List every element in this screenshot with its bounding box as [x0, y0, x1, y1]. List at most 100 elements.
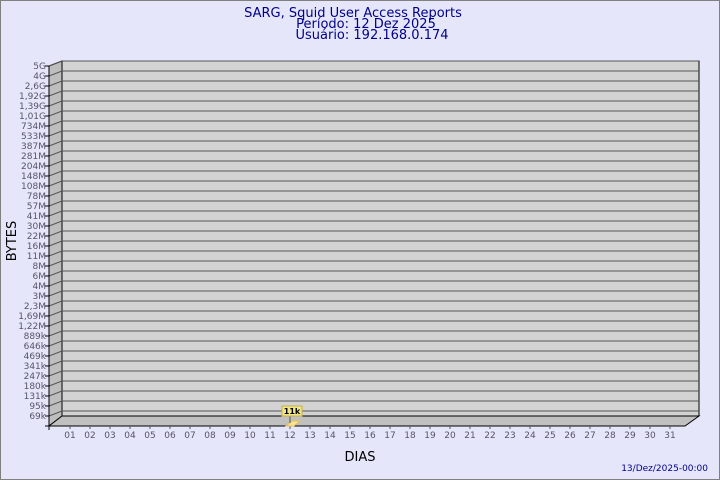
y-tick-label: 533M	[21, 132, 46, 142]
grid-line	[48, 140, 699, 147]
y-tick-label: 204M	[21, 162, 46, 172]
chart-title: SARG, Squid User Access Reports	[244, 6, 462, 21]
y-tick-label: 131k	[24, 392, 47, 402]
y-tick-label: 646k	[24, 342, 47, 352]
x-tick-label: 10	[244, 431, 256, 441]
grid-line	[48, 180, 699, 187]
y-tick-label: 148M	[21, 172, 46, 182]
x-tick-label: 23	[504, 431, 515, 441]
grid-line	[48, 130, 699, 137]
grid-line	[48, 410, 699, 417]
y-tick-label: 5G	[33, 62, 46, 72]
x-tick-label: 28	[604, 431, 616, 441]
grid-line	[48, 350, 699, 357]
x-tick-label: 22	[484, 431, 495, 441]
data-label: 11k	[284, 407, 301, 416]
grid-line	[48, 310, 699, 317]
y-tick-label: 16M	[27, 242, 46, 252]
chart-subtitle-period: Período: 12 Dez 2025	[296, 17, 436, 32]
chart-subtitle-user: Usuário: 192.168.0.174	[295, 28, 448, 43]
x-tick-label: 06	[164, 431, 176, 441]
grid-line	[48, 230, 699, 237]
grid-line	[48, 110, 699, 117]
grid-line	[48, 70, 699, 77]
y-tick-label: 4G	[33, 72, 46, 82]
grid-line	[48, 320, 699, 327]
y-tick-label: 57M	[27, 202, 46, 212]
data-label-box	[281, 405, 303, 417]
y-tick-label: 4M	[33, 282, 47, 292]
x-tick-label: 14	[324, 431, 336, 441]
y-tick-label: 69k	[29, 412, 46, 422]
x-tick-label: 21	[464, 431, 475, 441]
grid-line	[48, 200, 699, 207]
x-tick-label: 02	[84, 431, 95, 441]
x-tick-label: 08	[204, 431, 216, 441]
x-tick-label: 25	[544, 431, 555, 441]
grid-line	[48, 370, 699, 377]
x-tick-label: 17	[384, 431, 395, 441]
x-tick-label: 20	[444, 431, 456, 441]
grid-line	[48, 330, 699, 337]
y-tick-label: 8M	[33, 262, 47, 272]
x-tick-label: 03	[104, 431, 115, 441]
grid-line	[48, 260, 699, 267]
x-tick-label: 18	[404, 431, 416, 441]
x-tick-label: 13	[304, 431, 315, 441]
grid-line	[48, 150, 699, 157]
grid-line	[48, 100, 699, 107]
y-tick-label: 22M	[27, 232, 46, 242]
grid-line	[48, 340, 699, 347]
x-tick-label: 30	[644, 431, 656, 441]
x-tick-label: 27	[584, 431, 595, 441]
grid-line	[48, 360, 699, 367]
y-tick-label: 30M	[27, 222, 46, 232]
y-tick-label: 95k	[29, 402, 46, 412]
y-tick-label: 1,01G	[19, 112, 46, 122]
y-tick-label: 889k	[24, 332, 47, 342]
y-tick-label: 341k	[24, 362, 47, 372]
x-tick-label: 15	[344, 431, 355, 441]
y-tick-label: 11M	[27, 252, 46, 262]
x-tick-label: 04	[124, 431, 136, 441]
y-tick-label: 180k	[24, 382, 47, 392]
x-tick-label: 07	[184, 431, 195, 441]
y-tick-label: 387M	[21, 142, 46, 152]
y-axis-label: BYTES	[5, 221, 20, 262]
grid-line	[48, 60, 699, 67]
x-tick-label: 01	[64, 431, 75, 441]
plot-back-wall	[61, 60, 700, 417]
grid-line	[48, 90, 699, 97]
y-tick-label: 734M	[21, 122, 46, 132]
grid-line	[48, 400, 699, 407]
y-tick-label: 1,22M	[18, 322, 46, 332]
grid-line	[48, 120, 699, 127]
grid-line	[48, 80, 699, 87]
y-tick-label: 247k	[24, 372, 47, 382]
y-tick-label: 3M	[33, 292, 47, 302]
grid-line	[48, 160, 699, 167]
y-tick-label: 2,6G	[25, 82, 46, 92]
grid-line	[48, 210, 699, 217]
x-tick-label: 29	[624, 431, 636, 441]
y-tick-label: 41M	[27, 212, 46, 222]
x-axis-label: DIAS	[345, 450, 376, 465]
y-tick-label: 1,92G	[19, 92, 46, 102]
x-tick-label: 24	[524, 431, 536, 441]
x-tick-label: 05	[144, 431, 155, 441]
grid-line	[48, 390, 699, 397]
y-tick-label: 1,39G	[19, 102, 46, 112]
x-tick-label: 19	[424, 431, 436, 441]
grid-line	[48, 280, 699, 287]
grid-line	[48, 240, 699, 247]
y-tick-label: 1,69M	[18, 312, 46, 322]
y-tick-label: 469k	[24, 352, 47, 362]
grid-line	[48, 190, 699, 197]
grid-line	[48, 380, 699, 387]
grid-line	[48, 170, 699, 177]
x-tick-label: 09	[224, 431, 236, 441]
grid-line	[48, 220, 699, 227]
y-tick-label: 281M	[21, 152, 46, 162]
